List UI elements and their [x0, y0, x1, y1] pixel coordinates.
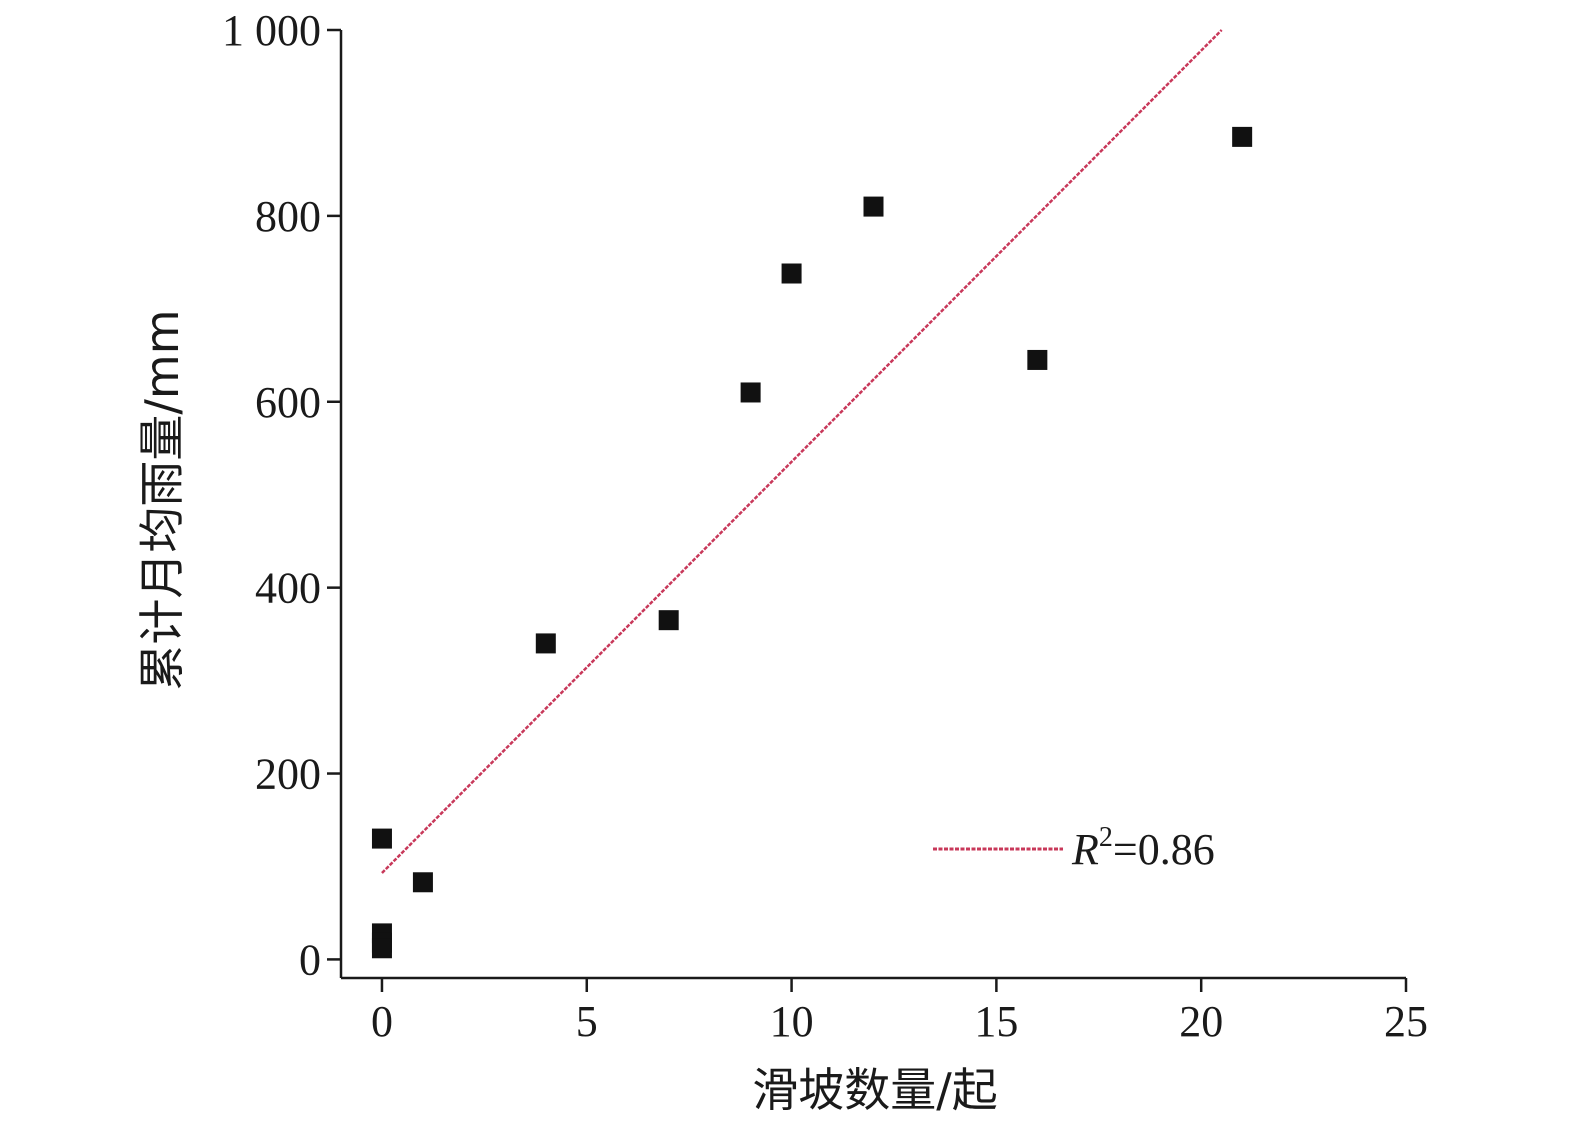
data-point [412, 872, 433, 893]
y-tick-label: 400 [255, 564, 321, 613]
data-point [781, 263, 802, 284]
axes [339, 30, 1406, 980]
x-tick-label: 25 [1384, 997, 1428, 1046]
legend-label-r: R [1071, 825, 1099, 874]
y-tick-label: 1 000 [222, 6, 321, 55]
data-point [371, 938, 392, 959]
data-point [740, 382, 761, 403]
legend-label: R2=0.86 [1071, 822, 1215, 874]
data-point [1027, 349, 1048, 370]
legend: R2=0.86 [933, 822, 1215, 874]
y-axis-ticks: 0 200 400 600 800 1 000 [222, 6, 341, 984]
legend-label-superscript: 2 [1099, 822, 1113, 853]
data-point [535, 633, 556, 654]
x-tick-label: 10 [770, 997, 814, 1046]
fit-line-group [381, 29, 1223, 874]
fit-line [381, 29, 1223, 874]
data-point [1232, 126, 1253, 147]
legend-label-value: =0.86 [1113, 825, 1215, 874]
x-tick-label: 0 [371, 997, 393, 1046]
data-point [371, 828, 392, 849]
x-axis-ticks: 0 5 10 15 20 25 [371, 978, 1428, 1046]
data-point [863, 196, 884, 217]
y-tick-label: 200 [255, 750, 321, 799]
y-tick-label: 0 [299, 935, 321, 984]
data-points [371, 126, 1253, 959]
x-axis-title: 滑坡数量/起 [752, 1063, 998, 1117]
y-tick-label: 800 [255, 192, 321, 241]
y-tick-label: 600 [255, 378, 321, 427]
data-point [658, 610, 679, 631]
y-axis-title: 累计月均雨量/mm [135, 309, 189, 690]
x-tick-label: 20 [1179, 997, 1223, 1046]
x-tick-label: 15 [974, 997, 1018, 1046]
x-tick-label: 5 [576, 997, 598, 1046]
